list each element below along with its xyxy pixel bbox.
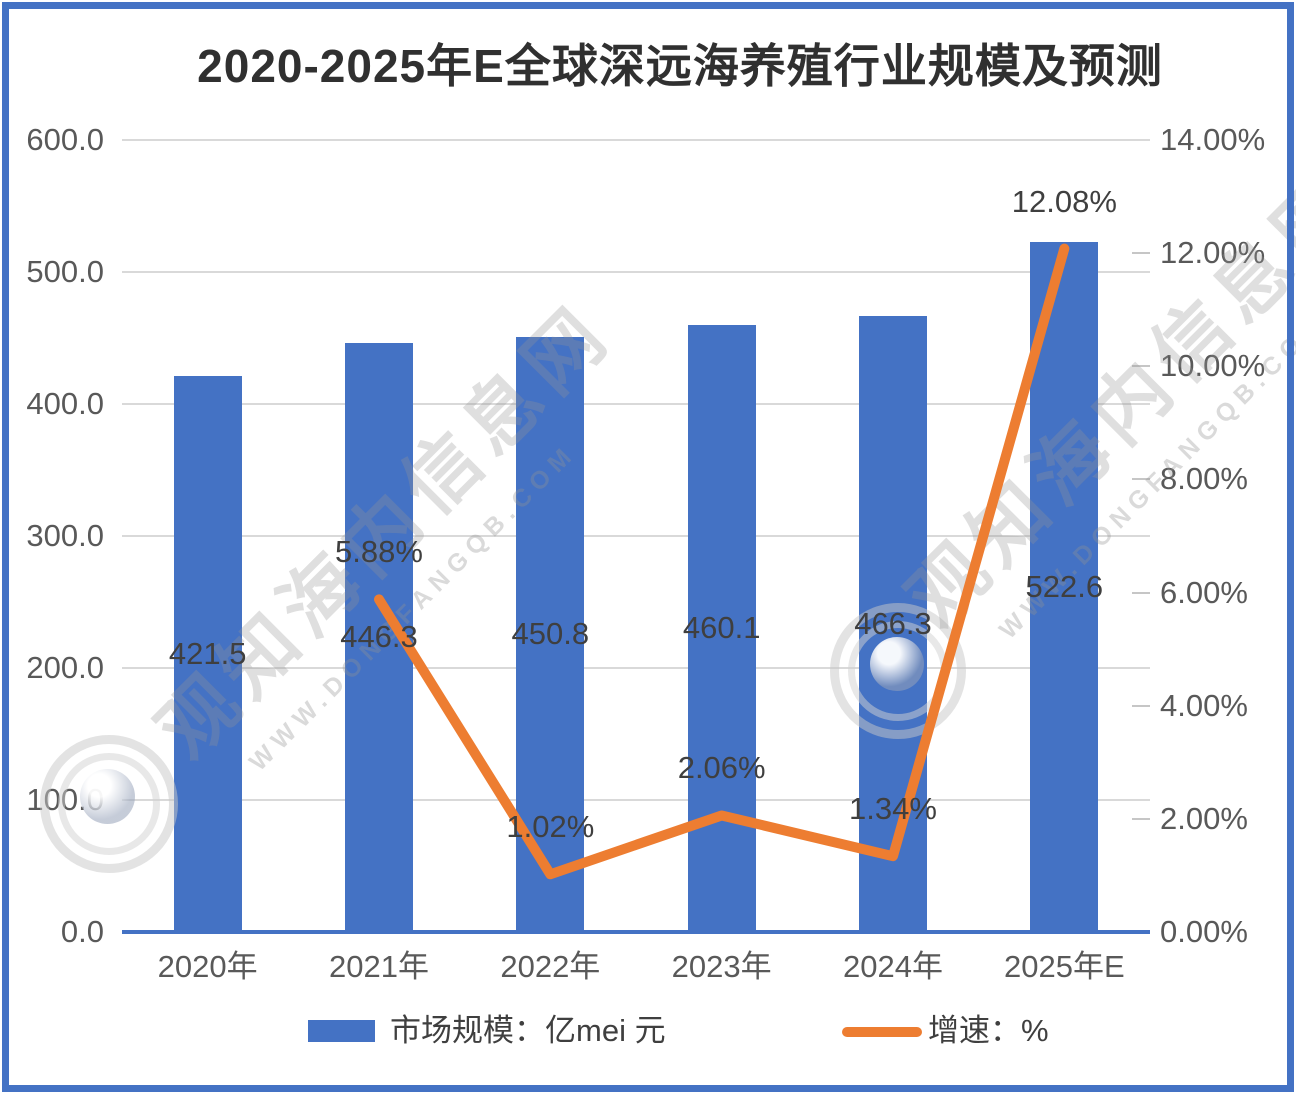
right-axis-tick-mark [1132, 591, 1150, 594]
left-axis-tick-label: 500.0 [26, 254, 104, 289]
plot-area: 421.5 446.3 450.8 460.1 466.3 522.6 5.88% 1.02%… [122, 139, 1150, 934]
bar-value-label: 460.1 [682, 610, 761, 646]
right-axis-tick-mark [1132, 365, 1150, 368]
gridline [122, 535, 1150, 537]
right-axis-tick-label: 14.00% [1160, 122, 1266, 157]
gridline [122, 667, 1150, 669]
gridline [122, 403, 1150, 405]
line-value-label: 12.08% [1011, 183, 1117, 219]
right-axis-tick-mark [1132, 252, 1150, 255]
chart-title: 2020-2025年E全球深远海养殖行业规模及预测 [197, 40, 1163, 92]
bar-value-label: 450.8 [511, 616, 590, 652]
x-axis-tick-label: 2022年 [500, 949, 601, 984]
gridline [122, 799, 1150, 801]
bar-value-label: 446.3 [340, 619, 418, 655]
line-value-label: 5.88% [335, 534, 423, 570]
x-axis-tick-label: 2024年 [843, 949, 943, 984]
bar [1030, 242, 1099, 932]
legend-bar-label: 市场规模：亿mei 元 [390, 1013, 666, 1048]
x-axis-tick-label: 2021年 [329, 949, 429, 984]
x-axis-line [122, 930, 1150, 934]
left-axis-tick-label: 100.0 [26, 782, 104, 817]
left-axis-tick-label: 400.0 [26, 386, 104, 421]
right-axis-tick-label: 2.00% [1160, 800, 1248, 836]
bar [687, 324, 756, 932]
bar-value-label: 421.5 [168, 635, 247, 671]
right-axis-tick-label: 0.00% [1160, 914, 1248, 949]
gridline [122, 271, 1150, 273]
right-axis-tick-label: 8.00% [1160, 461, 1248, 497]
gridline [122, 139, 1150, 141]
x-axis-tick-label: 2020年 [157, 949, 258, 984]
left-axis-tick-label: 200.0 [26, 650, 104, 685]
right-axis-tick-label: 4.00% [1160, 687, 1248, 723]
left-axis-tick-label: 600.0 [26, 122, 104, 157]
legend-line-label: 增速：% [928, 1013, 1049, 1048]
right-axis-tick-mark [1132, 704, 1150, 707]
growth-line [374, 243, 1070, 880]
right-axis-tick-label: 12.00% [1160, 235, 1266, 271]
line-value-label: 1.34% [849, 791, 937, 827]
right-axis-tick-mark [1132, 478, 1150, 481]
legend-line-swatch [842, 1027, 922, 1037]
right-axis-tick-mark [1132, 817, 1150, 820]
line-value-label: 2.06% [677, 750, 766, 786]
x-axis-tick-label: 2025年E [1004, 949, 1125, 984]
left-axis-tick-label: 300.0 [26, 518, 104, 553]
bar-value-label: 466.3 [854, 606, 932, 642]
legend-bar-swatch [308, 1020, 375, 1042]
bar [173, 375, 242, 932]
right-axis-tick-label: 10.00% [1160, 348, 1266, 384]
line-value-label: 1.02% [506, 809, 595, 845]
left-axis-tick-label: 0.0 [60, 914, 104, 949]
x-axis-tick-label: 2023年 [671, 949, 772, 984]
right-axis-tick-label: 6.00% [1160, 574, 1248, 610]
bar-value-label: 522.6 [1025, 569, 1104, 605]
